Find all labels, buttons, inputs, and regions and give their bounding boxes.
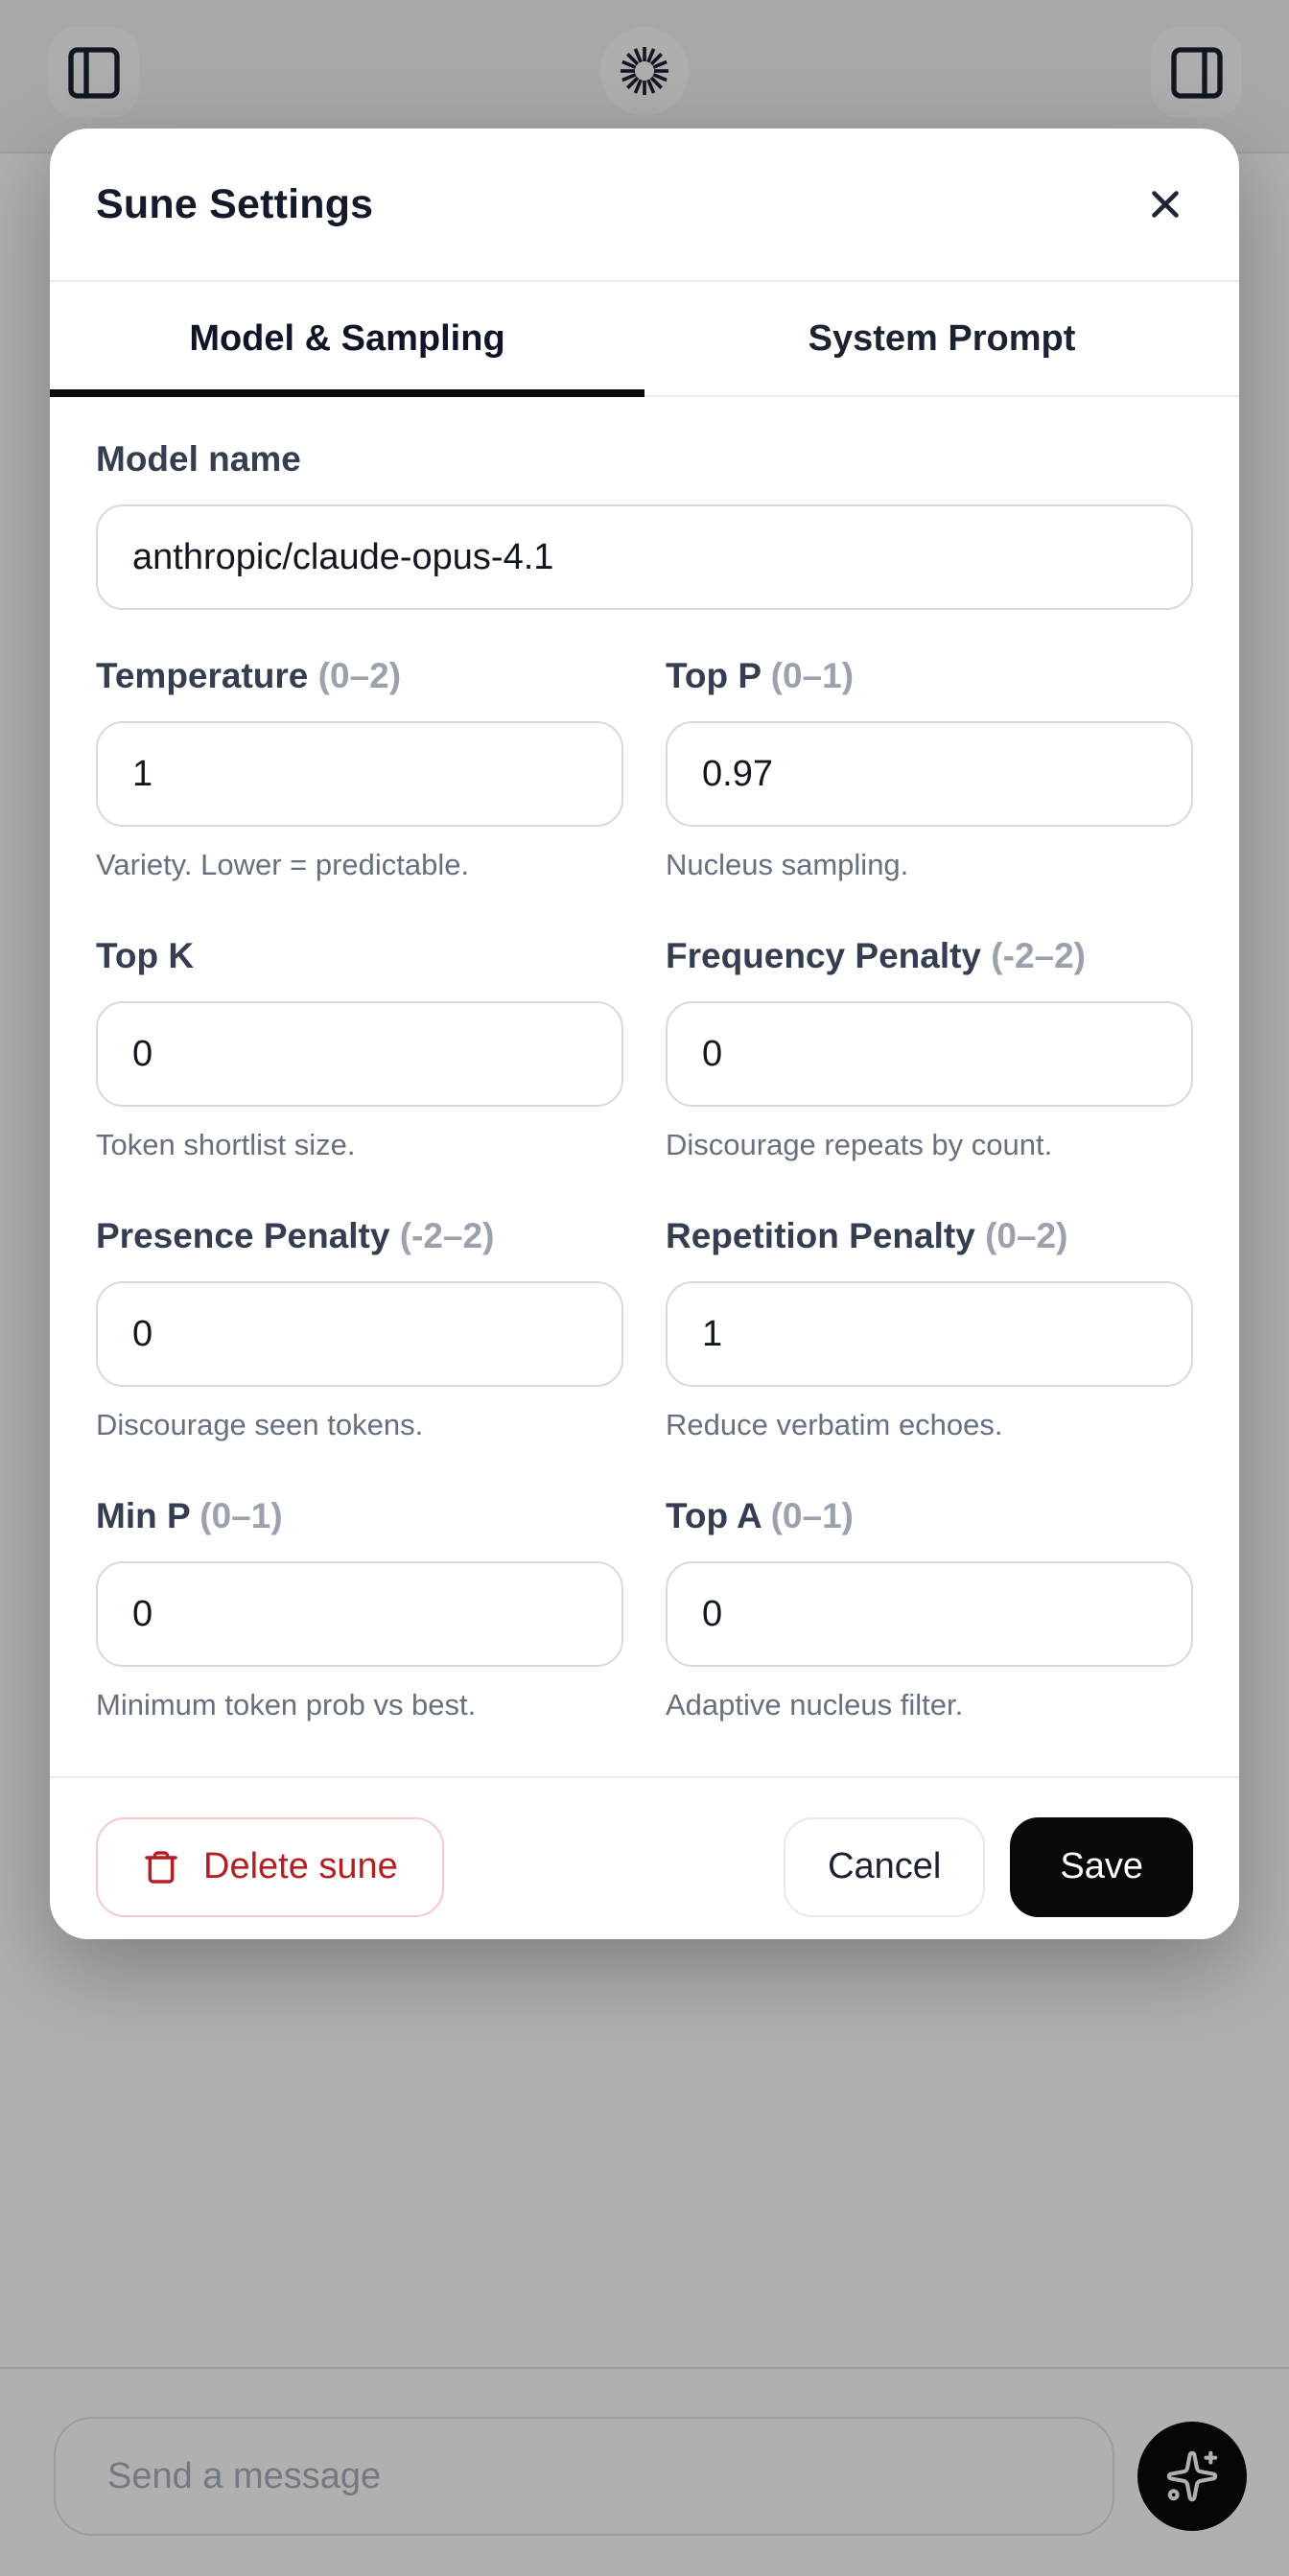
top-a-field: Top A (0–1) Adaptive nucleus filter.	[666, 1496, 1193, 1776]
tab-label: System Prompt	[808, 317, 1076, 359]
toggle-left-sidebar-button[interactable]	[48, 27, 139, 118]
tab-label: Model & Sampling	[189, 317, 505, 359]
top-p-input[interactable]	[666, 721, 1193, 827]
min-p-field: Min P (0–1) Minimum token prob vs best.	[96, 1496, 623, 1776]
field-helper: Variety. Lower = predictable.	[96, 848, 470, 881]
panel-right-icon	[1166, 42, 1228, 104]
field-label: Top K	[96, 936, 195, 975]
sampling-grid: Temperature (0–2) Variety. Lower = predi…	[96, 656, 1193, 1776]
panel-left-icon	[63, 42, 125, 104]
top-p-field: Top P (0–1) Nucleus sampling.	[666, 656, 1193, 936]
x-icon	[1143, 182, 1187, 226]
field-helper: Reduce verbatim echoes.	[666, 1408, 1003, 1441]
sparkles-icon	[1164, 2448, 1220, 2504]
active-tab-underline	[50, 389, 644, 397]
delete-label: Delete sune	[203, 1846, 398, 1886]
frequency-penalty-field: Frequency Penalty (-2–2) Discourage repe…	[666, 936, 1193, 1216]
field-helper: Minimum token prob vs best.	[96, 1688, 477, 1721]
modal-header: Sune Settings	[50, 129, 1239, 282]
starburst-logo-icon	[618, 44, 671, 98]
repetition-penalty-field: Repetition Penalty (0–2) Reduce verbatim…	[666, 1216, 1193, 1496]
field-label: Repetition Penalty (0–2)	[666, 1216, 1068, 1255]
top-k-input[interactable]	[96, 1001, 623, 1107]
save-button[interactable]: Save	[1010, 1816, 1193, 1917]
send-message-button[interactable]	[1137, 2422, 1247, 2531]
field-label: Model name	[96, 439, 301, 479]
tab-system-prompt[interactable]: System Prompt	[644, 282, 1239, 395]
message-composer	[0, 2367, 1289, 2576]
cancel-button[interactable]: Cancel	[784, 1816, 986, 1917]
temperature-input[interactable]	[96, 721, 623, 827]
field-label: Presence Penalty (-2–2)	[96, 1216, 495, 1255]
field-label: Top A (0–1)	[666, 1496, 854, 1535]
delete-sune-button[interactable]: Delete sune	[96, 1816, 444, 1917]
modal-title: Sune Settings	[96, 180, 374, 227]
top-bar	[0, 0, 1289, 153]
field-label: Min P (0–1)	[96, 1496, 283, 1535]
temperature-field: Temperature (0–2) Variety. Lower = predi…	[96, 656, 623, 936]
repetition-penalty-input[interactable]	[666, 1281, 1193, 1387]
field-label: Frequency Penalty (-2–2)	[666, 936, 1086, 975]
field-helper: Discourage repeats by count.	[666, 1128, 1053, 1161]
field-helper: Adaptive nucleus filter.	[666, 1688, 964, 1721]
top-k-field: Top K Token shortlist size.	[96, 936, 623, 1216]
min-p-input[interactable]	[96, 1561, 623, 1667]
sune-settings-modal: Sune Settings Model & Sampling System Pr…	[50, 129, 1239, 1939]
field-helper: Nucleus sampling.	[666, 848, 909, 881]
field-label: Temperature (0–2)	[96, 656, 402, 695]
model-name-field: Model name	[96, 439, 1193, 656]
close-button[interactable]	[1134, 173, 1197, 236]
presence-penalty-input[interactable]	[96, 1281, 623, 1387]
field-helper: Discourage seen tokens.	[96, 1408, 424, 1441]
presence-penalty-field: Presence Penalty (-2–2) Discourage seen …	[96, 1216, 623, 1496]
modal-content: Model name Temperature (0–2) Variety. Lo…	[50, 397, 1239, 1776]
model-name-input[interactable]	[96, 504, 1193, 610]
tab-model-sampling[interactable]: Model & Sampling	[50, 282, 644, 397]
tab-bar: Model & Sampling System Prompt	[50, 282, 1239, 397]
toggle-right-sidebar-button[interactable]	[1151, 27, 1242, 118]
top-a-input[interactable]	[666, 1561, 1193, 1667]
app-logo-button[interactable]	[600, 27, 689, 115]
frequency-penalty-input[interactable]	[666, 1001, 1193, 1107]
field-label: Top P (0–1)	[666, 656, 855, 695]
field-helper: Token shortlist size.	[96, 1128, 356, 1161]
message-input[interactable]	[54, 2417, 1114, 2536]
trash-icon	[142, 1848, 180, 1886]
modal-footer: Delete sune Cancel Save	[50, 1776, 1239, 1939]
